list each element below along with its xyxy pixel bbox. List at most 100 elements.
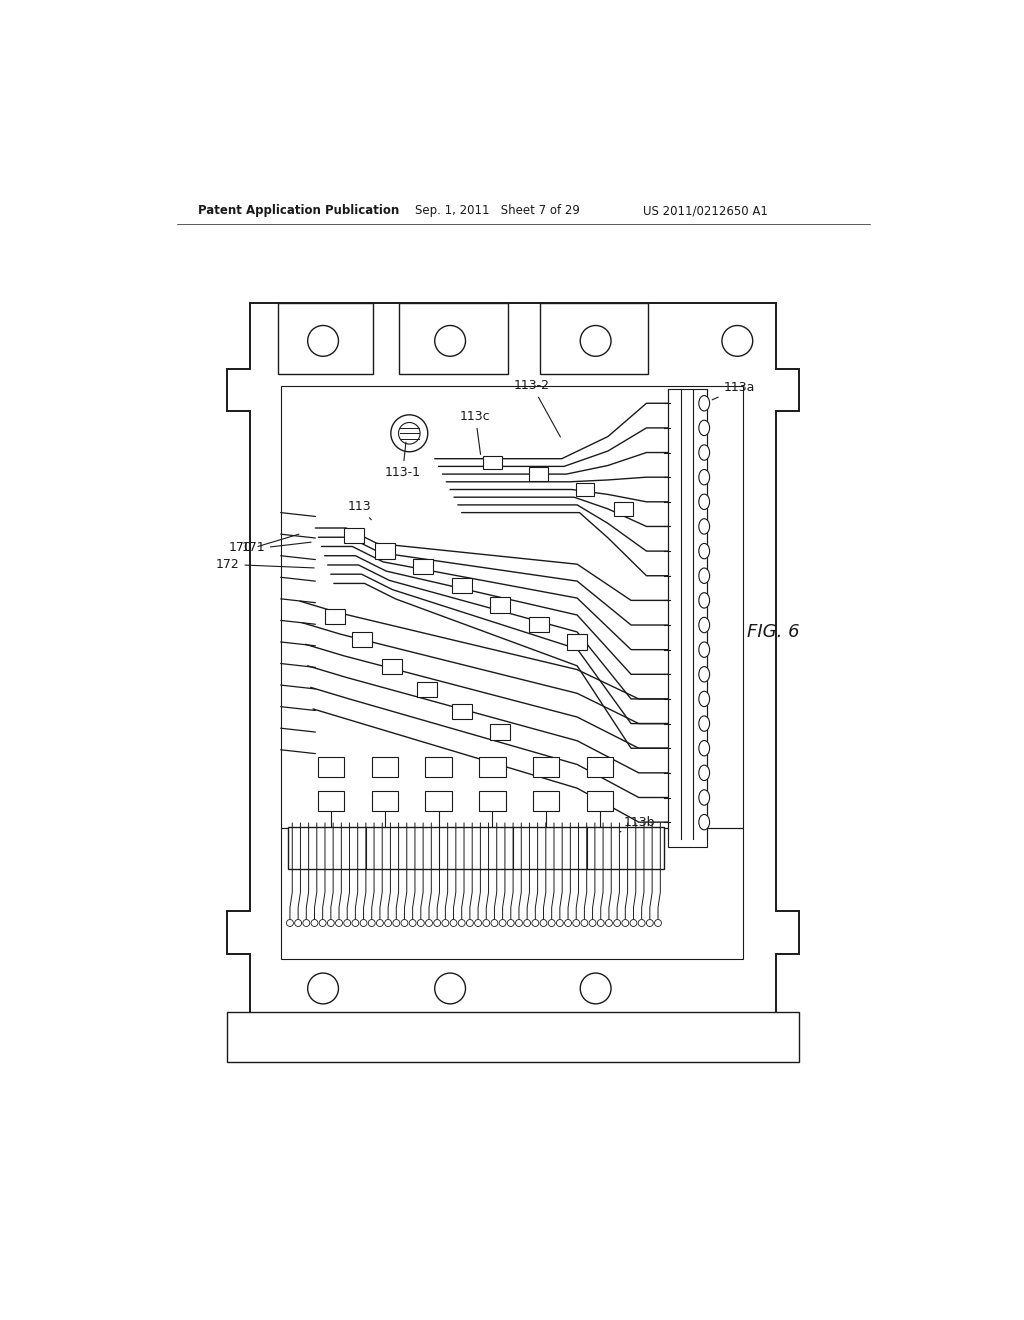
Ellipse shape bbox=[698, 568, 710, 583]
Bar bbox=[587, 756, 613, 776]
Ellipse shape bbox=[698, 544, 710, 558]
Circle shape bbox=[548, 920, 555, 927]
Circle shape bbox=[391, 414, 428, 451]
Circle shape bbox=[287, 920, 294, 927]
Circle shape bbox=[722, 326, 753, 356]
Circle shape bbox=[319, 920, 326, 927]
Circle shape bbox=[499, 920, 506, 927]
Circle shape bbox=[622, 920, 629, 927]
Circle shape bbox=[435, 973, 466, 1003]
Bar bbox=[317, 756, 344, 776]
Ellipse shape bbox=[698, 789, 710, 805]
Bar bbox=[344, 528, 364, 544]
Bar bbox=[382, 659, 402, 675]
Ellipse shape bbox=[698, 593, 710, 609]
Ellipse shape bbox=[698, 519, 710, 535]
Circle shape bbox=[581, 920, 588, 927]
Circle shape bbox=[459, 920, 465, 927]
Circle shape bbox=[435, 326, 466, 356]
Ellipse shape bbox=[698, 618, 710, 632]
Ellipse shape bbox=[698, 420, 710, 436]
Circle shape bbox=[474, 920, 481, 927]
Bar bbox=[375, 544, 394, 558]
Circle shape bbox=[581, 973, 611, 1003]
Bar bbox=[479, 792, 506, 812]
Circle shape bbox=[295, 920, 302, 927]
Ellipse shape bbox=[698, 741, 710, 756]
Polygon shape bbox=[289, 826, 665, 869]
Bar bbox=[452, 704, 472, 719]
Circle shape bbox=[531, 920, 539, 927]
Circle shape bbox=[654, 920, 662, 927]
Circle shape bbox=[401, 920, 408, 927]
Bar bbox=[529, 467, 548, 480]
Bar bbox=[490, 725, 510, 739]
Circle shape bbox=[303, 920, 310, 927]
Text: 113b: 113b bbox=[620, 816, 655, 832]
Circle shape bbox=[572, 920, 580, 927]
Text: 113c: 113c bbox=[460, 409, 490, 454]
Bar bbox=[317, 792, 344, 812]
Text: 113: 113 bbox=[348, 500, 372, 520]
Circle shape bbox=[556, 920, 563, 927]
Bar bbox=[372, 792, 397, 812]
Circle shape bbox=[597, 920, 604, 927]
Circle shape bbox=[410, 920, 416, 927]
Circle shape bbox=[311, 920, 318, 927]
Text: Patent Application Publication: Patent Application Publication bbox=[199, 205, 399, 218]
Circle shape bbox=[613, 920, 621, 927]
Polygon shape bbox=[226, 1011, 799, 1061]
Text: FIG. 6: FIG. 6 bbox=[746, 623, 799, 642]
Circle shape bbox=[377, 920, 383, 927]
Circle shape bbox=[589, 920, 596, 927]
Circle shape bbox=[523, 920, 530, 927]
Circle shape bbox=[630, 920, 637, 927]
Polygon shape bbox=[398, 304, 508, 374]
Ellipse shape bbox=[698, 667, 710, 682]
Circle shape bbox=[540, 920, 547, 927]
Circle shape bbox=[352, 920, 358, 927]
Circle shape bbox=[646, 920, 653, 927]
Circle shape bbox=[564, 920, 571, 927]
Circle shape bbox=[507, 920, 514, 927]
Circle shape bbox=[466, 920, 473, 927]
Circle shape bbox=[605, 920, 612, 927]
Polygon shape bbox=[668, 389, 707, 847]
Bar bbox=[452, 578, 472, 594]
Circle shape bbox=[442, 920, 449, 927]
Circle shape bbox=[385, 920, 391, 927]
Circle shape bbox=[638, 920, 645, 927]
Ellipse shape bbox=[698, 715, 710, 731]
Ellipse shape bbox=[698, 766, 710, 780]
Bar bbox=[351, 632, 372, 647]
Bar bbox=[575, 483, 594, 496]
Circle shape bbox=[307, 973, 339, 1003]
Polygon shape bbox=[541, 304, 648, 374]
Circle shape bbox=[515, 920, 522, 927]
Bar bbox=[567, 635, 587, 649]
Circle shape bbox=[398, 422, 420, 444]
Circle shape bbox=[360, 920, 367, 927]
Circle shape bbox=[581, 326, 611, 356]
Circle shape bbox=[451, 920, 457, 927]
Ellipse shape bbox=[698, 692, 710, 706]
Text: 113-1: 113-1 bbox=[385, 442, 421, 479]
Bar bbox=[490, 597, 510, 612]
Bar bbox=[372, 756, 397, 776]
Ellipse shape bbox=[698, 494, 710, 510]
Ellipse shape bbox=[698, 642, 710, 657]
Bar bbox=[528, 616, 549, 632]
Text: 171: 171 bbox=[242, 541, 265, 554]
Bar bbox=[587, 792, 613, 812]
Circle shape bbox=[344, 920, 350, 927]
Circle shape bbox=[369, 920, 375, 927]
Circle shape bbox=[393, 920, 399, 927]
Text: 113a: 113a bbox=[712, 381, 755, 400]
Bar bbox=[413, 558, 433, 574]
Circle shape bbox=[418, 920, 424, 927]
Bar bbox=[425, 792, 452, 812]
Text: 170: 170 bbox=[228, 541, 252, 554]
Text: US 2011/0212650 A1: US 2011/0212650 A1 bbox=[643, 205, 767, 218]
Text: Sep. 1, 2011   Sheet 7 of 29: Sep. 1, 2011 Sheet 7 of 29 bbox=[416, 205, 581, 218]
Bar bbox=[479, 756, 506, 776]
